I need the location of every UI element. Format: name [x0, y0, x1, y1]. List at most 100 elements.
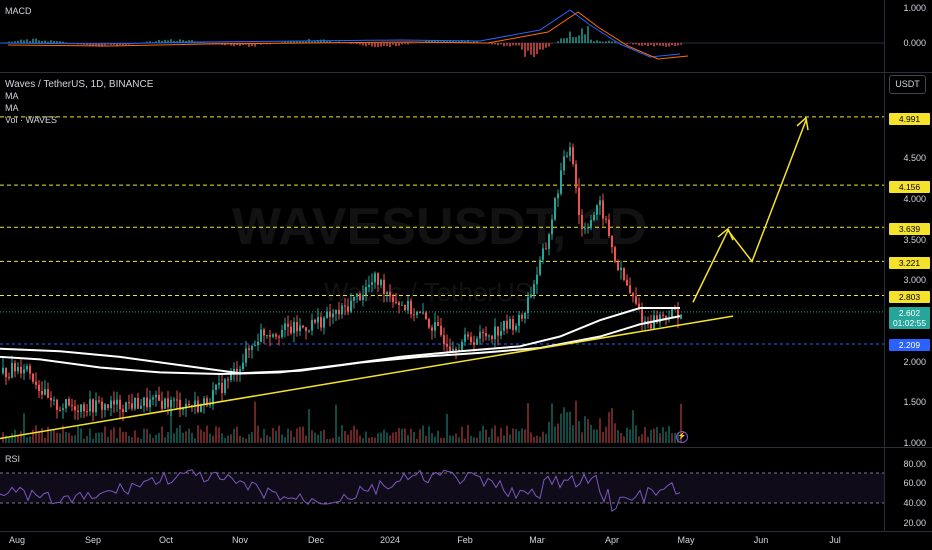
macd-histogram-bar: [389, 43, 391, 47]
macd-histogram-bar: [287, 41, 289, 43]
candle-body: [326, 311, 328, 318]
macd-histogram-bar: [458, 40, 460, 43]
volume-bar: [611, 407, 613, 443]
candle-body: [464, 334, 466, 342]
macd-histogram-bar: [239, 43, 241, 46]
macd-histogram-bar: [11, 41, 13, 43]
macd-histogram-bar: [653, 43, 655, 47]
replay-icon[interactable]: ⚡: [676, 431, 688, 443]
volume-bar: [527, 402, 529, 443]
candle-body: [197, 400, 199, 412]
candle-body: [56, 399, 58, 410]
macd-histogram-bar: [359, 43, 361, 45]
macd-histogram-bar: [476, 41, 478, 43]
time-axis[interactable]: Aug Sep Oct Nov Dec 2024 Feb Mar Apr May…: [0, 532, 885, 550]
volume-bar: [392, 432, 394, 443]
pane-separator[interactable]: [0, 72, 932, 73]
candle-body: [179, 399, 181, 410]
macd-histogram-bar: [632, 43, 634, 45]
volume-bar: [269, 436, 271, 443]
rsi-tick: 80.00: [903, 459, 926, 469]
candle-body: [482, 331, 484, 334]
macd-histogram-bar: [41, 41, 43, 43]
candle-body: [329, 311, 331, 318]
volume-bar: [119, 427, 121, 443]
candle-body: [377, 273, 379, 285]
candle-body: [416, 311, 418, 316]
candle-body: [245, 348, 247, 363]
candle-body: [641, 309, 643, 323]
volume-bar: [641, 434, 643, 443]
candle-body: [557, 193, 559, 199]
pane-separator[interactable]: [0, 447, 932, 448]
candle-body: [161, 400, 163, 409]
candle-body: [152, 397, 154, 400]
volume-bar: [236, 426, 238, 443]
time-label: May: [677, 535, 695, 545]
candle-body: [602, 200, 604, 219]
volume-bar: [71, 435, 73, 443]
symbol-title[interactable]: Waves / TetherUS, 1D, BINANCE: [5, 79, 154, 90]
macd-histogram-bar: [32, 38, 34, 43]
volume-bar: [5, 435, 7, 443]
ma-indicator-1[interactable]: MA: [5, 91, 19, 101]
candle-body: [209, 404, 211, 406]
macd-pane[interactable]: MACD: [0, 0, 885, 72]
rsi-tick: 60.00: [903, 478, 926, 488]
candle-body: [200, 404, 202, 412]
price-axis[interactable]: 1.000 0.000 USDT 4.500 4.000 3.500 3.000…: [884, 0, 932, 531]
candle-body: [356, 293, 358, 297]
volume-bar: [347, 434, 349, 443]
volume-bar: [635, 425, 637, 443]
candle-body: [176, 399, 178, 401]
macd-histogram-bar: [656, 43, 658, 46]
volume-bar: [140, 438, 142, 443]
volume-bar: [68, 432, 70, 443]
candle-body: [491, 335, 493, 340]
volume-bar: [122, 432, 124, 443]
macd-histogram-bar: [398, 43, 400, 46]
time-label: Nov: [231, 535, 249, 545]
price-tick: 2.000: [903, 357, 926, 367]
candle-body: [170, 399, 172, 408]
macd-histogram-bar: [254, 43, 256, 47]
candle-body: [635, 296, 637, 304]
macd-histogram-bar: [461, 40, 463, 43]
volume-bar: [605, 426, 607, 443]
macd-histogram-bar: [320, 39, 322, 43]
candle-body: [50, 397, 52, 401]
price-pane[interactable]: WAVESUSDT, 1D Waves / TetherUS Waves / T…: [0, 73, 885, 447]
time-label: Mar: [529, 535, 545, 545]
volume-bar: [404, 428, 406, 443]
macd-histogram-bar: [506, 43, 508, 46]
volume-bar: [440, 437, 442, 443]
volume-bar: [164, 437, 166, 443]
ma-indicator-2[interactable]: MA: [5, 103, 19, 113]
volume-indicator[interactable]: Vol · WAVES: [5, 115, 58, 125]
volume-bar: [632, 410, 634, 443]
candle-body: [617, 261, 619, 270]
volume-bar: [662, 427, 664, 443]
volume-bar: [173, 433, 175, 443]
volume-bar: [77, 425, 79, 443]
rsi-pane[interactable]: RSI: [0, 448, 885, 530]
volume-bar: [233, 428, 235, 443]
candle-body: [593, 214, 595, 221]
price-tick: 1.000: [903, 438, 926, 448]
candle-body: [665, 315, 667, 319]
macd-line: [0, 9, 681, 58]
volume-bar: [680, 403, 682, 443]
currency-button[interactable]: USDT: [889, 75, 926, 94]
volume-bar: [593, 429, 595, 443]
price-tick: 4.000: [903, 194, 926, 204]
volume-bar: [314, 432, 316, 443]
volume-bar: [107, 436, 109, 443]
level-badge: 3.221: [889, 257, 930, 269]
candle-body: [428, 319, 430, 328]
candle-body: [518, 315, 520, 326]
volume-bar: [608, 412, 610, 443]
volume-bar: [455, 433, 457, 443]
volume-bar: [548, 421, 550, 443]
candle-body: [149, 399, 151, 408]
candle-body: [23, 369, 25, 374]
